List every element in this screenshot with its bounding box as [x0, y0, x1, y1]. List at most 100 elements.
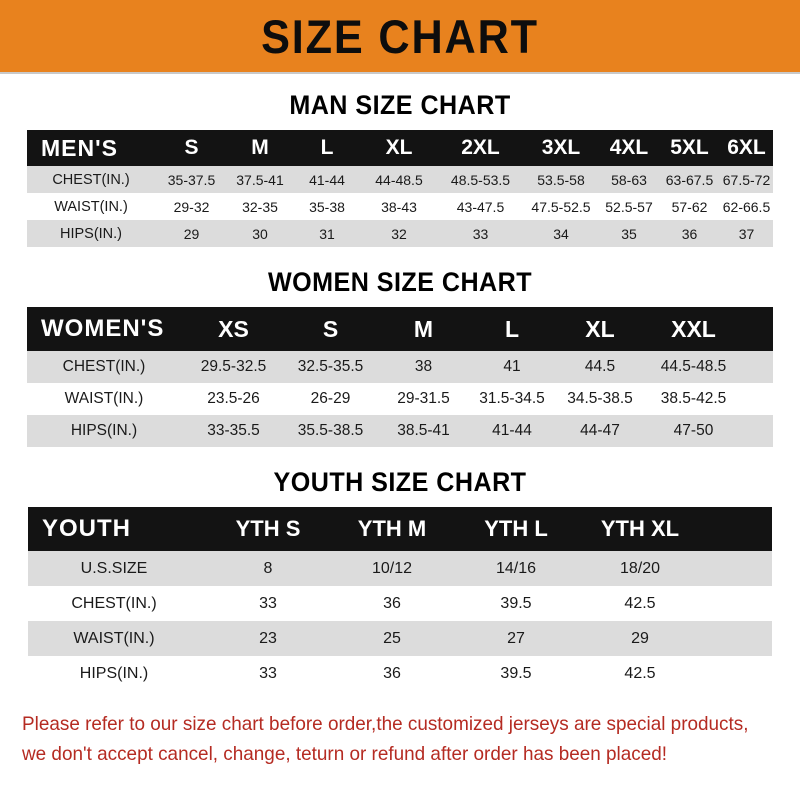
table-row: WAIST(IN.) 29-32 32-35 35-38 38-43 43-47.5 47.… [27, 193, 773, 220]
women-cell: 41 [468, 351, 556, 383]
men-cell: 41-44 [294, 166, 360, 193]
men-cell: 34 [523, 220, 599, 247]
table-row: CHEST(IN.) 29.5-32.5 32.5-35.5 38 41 44.5 44.5… [27, 351, 773, 383]
men-header-label: MEN'S [27, 130, 157, 166]
men-cell: 53.5-58 [523, 166, 599, 193]
youth-column-header: YTH XL [578, 507, 702, 551]
order-policy-note-line-1: Please refer to our size chart before or… [22, 713, 749, 735]
order-policy-note: Please refer to our size chart before or… [22, 709, 755, 769]
youth-cell: 42.5 [578, 656, 702, 691]
men-cell: 52.5-57 [599, 193, 659, 220]
youth-table-body: YOUTH YTH S YTH M YTH L YTH XL U.S.SIZE 8 10/12… [28, 507, 772, 691]
youth-section-title: YOUTH SIZE CHART [273, 467, 527, 497]
men-column-header: XL [360, 130, 438, 166]
men-cell: 67.5-72 [720, 166, 773, 193]
women-cell: 23.5-26 [185, 383, 282, 415]
youth-column-header: YTH M [330, 507, 454, 551]
men-size-table-wrapper: MEN'S S M L XL 2XL 3XL 4XL 5XL 6XL CHEST(IN.) 35-37… [27, 130, 773, 247]
men-cell: 31 [294, 220, 360, 247]
men-cell: 29-32 [157, 193, 226, 220]
women-section-title: WOMEN SIZE CHART [267, 267, 533, 297]
youth-header-label: YOUTH [28, 507, 206, 551]
youth-header-spacer [702, 507, 772, 551]
table-row: HIPS(IN.) 33 36 39.5 42.5 [28, 656, 772, 691]
women-cell: 44.5 [556, 351, 644, 383]
men-row-label: WAIST(IN.) [27, 193, 157, 220]
women-column-header: S [282, 307, 379, 351]
youth-cell: 36 [330, 656, 454, 691]
table-row: CHEST(IN.) 35-37.5 37.5-41 41-44 44-48.5 48.5… [27, 166, 773, 193]
men-cell: 58-63 [599, 166, 659, 193]
youth-cell: 18/20 [578, 551, 702, 586]
men-column-header: 3XL [523, 130, 599, 166]
men-cell: 32-35 [226, 193, 294, 220]
youth-header-row: YOUTH YTH S YTH M YTH L YTH XL [28, 507, 772, 551]
women-cell: 35.5-38.5 [282, 415, 379, 447]
youth-column-header: YTH L [454, 507, 578, 551]
youth-cell: 10/12 [330, 551, 454, 586]
men-column-header: 4XL [599, 130, 659, 166]
women-cell: 32.5-35.5 [282, 351, 379, 383]
men-cell: 32 [360, 220, 438, 247]
order-policy-note-line-2: we don't accept cancel, change, teturn o… [22, 743, 668, 766]
youth-cell: 39.5 [454, 656, 578, 691]
men-cell: 62-66.5 [720, 193, 773, 220]
women-cell-spacer [743, 415, 773, 447]
table-row: U.S.SIZE 8 10/12 14/16 18/20 [28, 551, 772, 586]
men-cell: 36 [659, 220, 720, 247]
women-row-label: WAIST(IN.) [27, 383, 185, 415]
men-cell: 35 [599, 220, 659, 247]
men-cell: 35-37.5 [157, 166, 226, 193]
youth-size-table-wrapper: YOUTH YTH S YTH M YTH L YTH XL U.S.SIZE 8 10/12… [28, 507, 772, 691]
men-cell: 30 [226, 220, 294, 247]
page-banner: SIZE CHART [0, 0, 800, 74]
women-cell: 44.5-48.5 [644, 351, 743, 383]
women-column-header: XXL [644, 307, 743, 351]
men-cell: 37 [720, 220, 773, 247]
men-cell: 48.5-53.5 [438, 166, 523, 193]
youth-cell-spacer [702, 551, 772, 586]
youth-row-label: WAIST(IN.) [28, 621, 206, 656]
women-size-table-wrapper: WOMEN'S XS S M L XL XXL CHEST(IN.) 29.5-32.5 32.5… [27, 307, 773, 447]
table-row: HIPS(IN.) 33-35.5 35.5-38.5 38.5-41 41-44 44-… [27, 415, 773, 447]
women-column-header: XL [556, 307, 644, 351]
youth-cell: 27 [454, 621, 578, 656]
page-title: SIZE CHART [261, 9, 539, 63]
youth-cell: 39.5 [454, 586, 578, 621]
women-column-header: L [468, 307, 556, 351]
youth-column-header: YTH S [206, 507, 330, 551]
youth-cell: 29 [578, 621, 702, 656]
men-cell: 57-62 [659, 193, 720, 220]
women-cell-spacer [743, 351, 773, 383]
women-cell: 38.5-41 [379, 415, 468, 447]
youth-cell: 8 [206, 551, 330, 586]
women-cell: 29.5-32.5 [185, 351, 282, 383]
youth-cell: 36 [330, 586, 454, 621]
youth-size-table: YOUTH YTH S YTH M YTH L YTH XL U.S.SIZE 8 10/12… [28, 507, 772, 691]
women-column-header: XS [185, 307, 282, 351]
men-column-header: L [294, 130, 360, 166]
men-cell: 29 [157, 220, 226, 247]
women-cell: 38 [379, 351, 468, 383]
youth-row-label: CHEST(IN.) [28, 586, 206, 621]
youth-cell: 33 [206, 586, 330, 621]
men-section-title: MAN SIZE CHART [289, 90, 511, 120]
women-cell: 41-44 [468, 415, 556, 447]
youth-cell: 23 [206, 621, 330, 656]
women-cell-spacer [743, 383, 773, 415]
men-row-label: HIPS(IN.) [27, 220, 157, 247]
men-column-header: 2XL [438, 130, 523, 166]
women-size-table: WOMEN'S XS S M L XL XXL CHEST(IN.) 29.5-32.5 32.5… [27, 307, 773, 447]
women-cell: 47-50 [644, 415, 743, 447]
women-cell: 26-29 [282, 383, 379, 415]
men-column-header: M [226, 130, 294, 166]
table-row: WAIST(IN.) 23 25 27 29 [28, 621, 772, 656]
men-header-row: MEN'S S M L XL 2XL 3XL 4XL 5XL 6XL [27, 130, 773, 166]
table-row: HIPS(IN.) 29 30 31 32 33 34 35 36 37 [27, 220, 773, 247]
youth-cell: 33 [206, 656, 330, 691]
women-header-row: WOMEN'S XS S M L XL XXL [27, 307, 773, 351]
women-cell: 34.5-38.5 [556, 383, 644, 415]
men-cell: 38-43 [360, 193, 438, 220]
youth-cell-spacer [702, 621, 772, 656]
men-column-header: S [157, 130, 226, 166]
